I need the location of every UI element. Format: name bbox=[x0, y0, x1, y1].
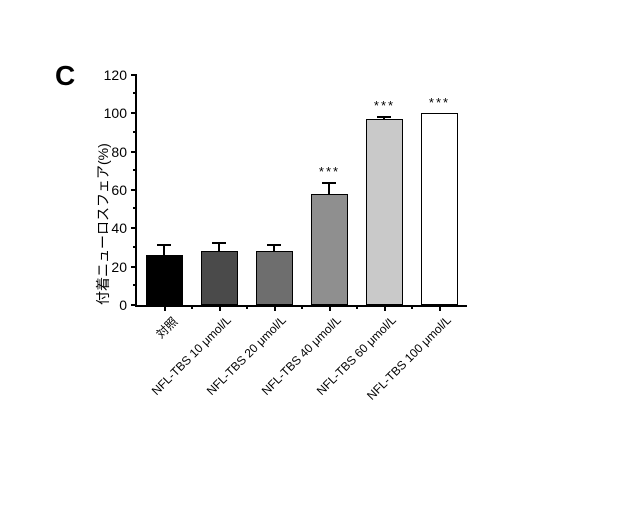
error-cap bbox=[322, 182, 336, 184]
y-tick-label: 120 bbox=[104, 67, 127, 83]
y-tick: 120 bbox=[104, 67, 137, 83]
error-cap bbox=[377, 116, 391, 118]
x-minor-tick bbox=[246, 305, 248, 309]
x-tick-mark bbox=[329, 305, 331, 311]
error-bar bbox=[383, 117, 385, 120]
x-tick-mark bbox=[164, 305, 166, 311]
x-tick-label: 対照 bbox=[152, 313, 181, 342]
x-minor-tick bbox=[356, 305, 358, 309]
x-tick-mark bbox=[384, 305, 386, 311]
y-tick-mark bbox=[131, 266, 137, 268]
error-cap bbox=[157, 244, 171, 246]
y-tick-label: 60 bbox=[111, 182, 127, 198]
error-cap bbox=[212, 242, 226, 244]
y-tick-label: 0 bbox=[119, 297, 127, 313]
y-tick-label: 40 bbox=[111, 220, 127, 236]
bar bbox=[146, 255, 182, 305]
bar-chart: ********* 020406080100120対照NFL-TBS 10 μm… bbox=[135, 75, 465, 305]
error-bar bbox=[218, 243, 220, 253]
bar bbox=[201, 251, 237, 305]
y-tick-mark bbox=[131, 112, 137, 114]
error-bar bbox=[273, 245, 275, 253]
y-tick: 100 bbox=[104, 105, 137, 121]
y-minor-tick bbox=[133, 92, 137, 94]
x-tick-mark bbox=[219, 305, 221, 311]
significance-marker: *** bbox=[319, 164, 340, 179]
error-cap bbox=[267, 244, 281, 246]
x-minor-tick bbox=[301, 305, 303, 309]
plot-area: ********* 020406080100120対照NFL-TBS 10 μm… bbox=[135, 75, 467, 307]
y-minor-tick bbox=[133, 207, 137, 209]
bar bbox=[366, 119, 402, 305]
y-tick: 0 bbox=[119, 297, 137, 313]
y-minor-tick bbox=[133, 246, 137, 248]
y-axis-label: 付着ニューロスフェア(%) bbox=[93, 143, 113, 305]
y-tick-mark bbox=[131, 151, 137, 153]
y-tick: 20 bbox=[111, 259, 137, 275]
y-tick: 60 bbox=[111, 182, 137, 198]
x-tick-mark bbox=[274, 305, 276, 311]
y-tick-label: 100 bbox=[104, 105, 127, 121]
bars-layer: *** *** *** bbox=[137, 75, 467, 305]
x-minor-tick bbox=[191, 305, 193, 309]
bar bbox=[311, 194, 347, 305]
significance-marker: *** bbox=[374, 98, 395, 113]
y-tick-label: 20 bbox=[111, 259, 127, 275]
y-tick: 80 bbox=[111, 144, 137, 160]
y-tick-mark bbox=[131, 189, 137, 191]
panel-letter: C bbox=[55, 60, 75, 92]
y-minor-tick bbox=[133, 131, 137, 133]
x-tick-mark bbox=[439, 305, 441, 311]
y-minor-tick bbox=[133, 169, 137, 171]
bar bbox=[421, 113, 457, 305]
significance-marker: *** bbox=[429, 95, 450, 110]
y-tick-mark bbox=[131, 74, 137, 76]
error-bar bbox=[328, 183, 330, 195]
y-minor-tick bbox=[133, 284, 137, 286]
y-tick: 40 bbox=[111, 220, 137, 236]
bar bbox=[256, 251, 292, 305]
y-tick-mark bbox=[131, 227, 137, 229]
x-minor-tick bbox=[411, 305, 413, 309]
error-bar bbox=[163, 245, 165, 257]
y-tick-label: 80 bbox=[111, 144, 127, 160]
y-tick-mark bbox=[131, 304, 137, 306]
